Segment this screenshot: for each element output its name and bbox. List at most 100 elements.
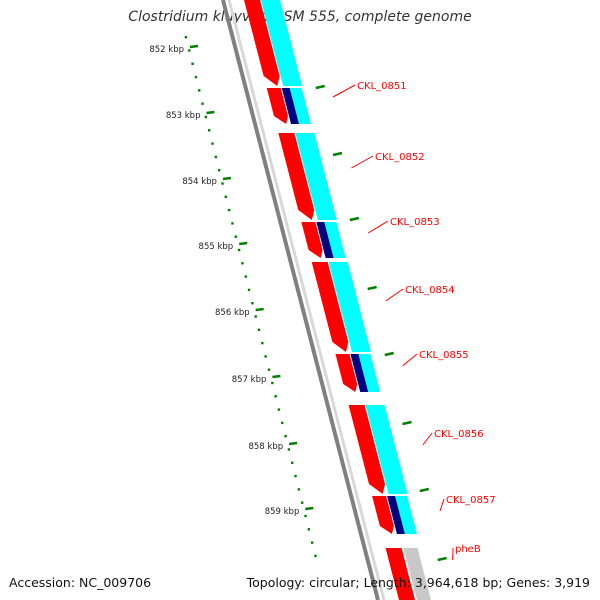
scale-dot xyxy=(300,501,304,504)
track-tick xyxy=(349,216,360,222)
gene-label: CKL_0853 xyxy=(390,217,440,228)
scale-dot xyxy=(281,421,284,425)
gene-arrow xyxy=(278,133,315,220)
scale-dot xyxy=(207,129,211,132)
cds-band-light xyxy=(365,405,408,494)
gene-label: CKL_0857 xyxy=(446,495,496,506)
scale-dot xyxy=(291,461,294,464)
scale-dot xyxy=(198,89,201,92)
scale-major-tick xyxy=(239,241,248,246)
gene-arrow xyxy=(301,222,323,258)
gene-label: CKL_0855 xyxy=(419,350,469,361)
track-tick xyxy=(384,351,394,357)
scale-dot xyxy=(231,222,234,225)
scale-major-tick xyxy=(305,506,314,511)
track-tick xyxy=(367,285,377,291)
scale-dot xyxy=(254,315,257,318)
track-tick xyxy=(332,151,343,157)
backbone-line-light xyxy=(227,0,386,600)
gene-leader-line xyxy=(439,498,445,512)
gene-arrow xyxy=(385,548,415,600)
scale-label: 857 kbp xyxy=(232,375,267,385)
scale-dot xyxy=(237,248,241,252)
scale-dot xyxy=(284,435,287,438)
scale-dot xyxy=(221,182,224,185)
cds-band-light xyxy=(324,222,346,258)
scale-major-tick xyxy=(189,44,199,49)
gene-leader-line xyxy=(422,432,433,446)
scale-dot xyxy=(294,474,297,478)
scale-dot xyxy=(267,368,271,371)
scale-major-tick xyxy=(288,441,298,446)
scale-dot xyxy=(307,528,311,531)
scale-dot xyxy=(227,208,231,212)
gene-arrow xyxy=(348,405,386,494)
scale-dot xyxy=(287,448,291,451)
cds-band-light xyxy=(289,88,312,124)
scale-dot xyxy=(211,142,214,145)
cds-band-dark xyxy=(281,88,300,124)
scale-dot xyxy=(261,341,264,345)
scale-dot xyxy=(191,62,194,65)
backbone-line xyxy=(221,0,380,600)
scale-dot xyxy=(204,115,208,119)
scale-dot xyxy=(247,288,251,292)
gene-arrow xyxy=(244,0,280,86)
cds-band-light xyxy=(328,262,371,352)
scale-dot xyxy=(234,235,237,238)
gene-label: CKL_0856 xyxy=(434,429,484,440)
track-tick xyxy=(315,84,326,90)
scale-dot xyxy=(274,395,277,398)
scale-label: 856 kbp xyxy=(215,308,250,318)
scale-major-tick xyxy=(272,374,281,379)
scale-label: 859 kbp xyxy=(265,507,300,517)
gene-leader-line xyxy=(367,220,389,234)
scale-label: 853 kbp xyxy=(166,111,201,121)
scale-dot xyxy=(214,155,218,159)
gene-arrow xyxy=(311,262,349,352)
genome-backbone xyxy=(221,0,386,600)
track-tick xyxy=(402,420,412,426)
scale-dot xyxy=(241,262,244,265)
scale-dot xyxy=(217,169,221,172)
cds-band-light xyxy=(261,0,303,86)
scale-dot xyxy=(257,328,261,331)
gene-label: pheB xyxy=(455,544,481,555)
scale-label: 852 kbp xyxy=(149,45,184,55)
scale-dot xyxy=(310,541,314,544)
scale-dot xyxy=(277,408,281,411)
gene-leader-line xyxy=(402,353,418,367)
track-tick xyxy=(437,556,447,562)
map-title: Clostridium kluyveri DSM 555, complete g… xyxy=(128,9,472,25)
gene-arrow xyxy=(335,354,358,392)
scale-dot xyxy=(251,302,254,305)
feature-tracks xyxy=(244,0,447,600)
scale-dot xyxy=(297,488,301,491)
scale-dot xyxy=(201,102,204,105)
scale-dot xyxy=(304,514,307,518)
gene-label: CKL_0854 xyxy=(405,285,455,296)
scale-dot xyxy=(194,75,198,79)
cds-band-light xyxy=(295,133,337,220)
cds-band-light xyxy=(358,354,381,392)
scale-major-tick xyxy=(222,176,232,181)
gene-leader-line xyxy=(351,155,374,169)
scale-ruler: 852 kbp 853 kbp 854 kbp 855 kbp 856 kbp 857 k… xyxy=(149,36,317,558)
gene-arrow xyxy=(266,88,288,124)
scale-dot xyxy=(224,195,228,198)
scale-dot xyxy=(244,275,247,278)
scale-label: 854 kbp xyxy=(182,177,217,187)
cds-band-dark xyxy=(387,496,405,534)
scale-major-tick xyxy=(206,110,215,115)
scale-dot xyxy=(184,36,188,39)
genome-summary-text: Topology: circular; Length: 3,964,618 bp… xyxy=(246,575,590,590)
gene-label: CKL_0852 xyxy=(375,152,425,163)
scale-dot xyxy=(188,49,191,52)
cds-band-grey xyxy=(403,548,431,600)
scale-label: 858 kbp xyxy=(248,442,283,452)
cds-band-dark xyxy=(316,222,334,258)
scale-dot xyxy=(264,355,267,358)
gene-arrow xyxy=(372,496,394,534)
gene-leader-line xyxy=(332,84,356,98)
